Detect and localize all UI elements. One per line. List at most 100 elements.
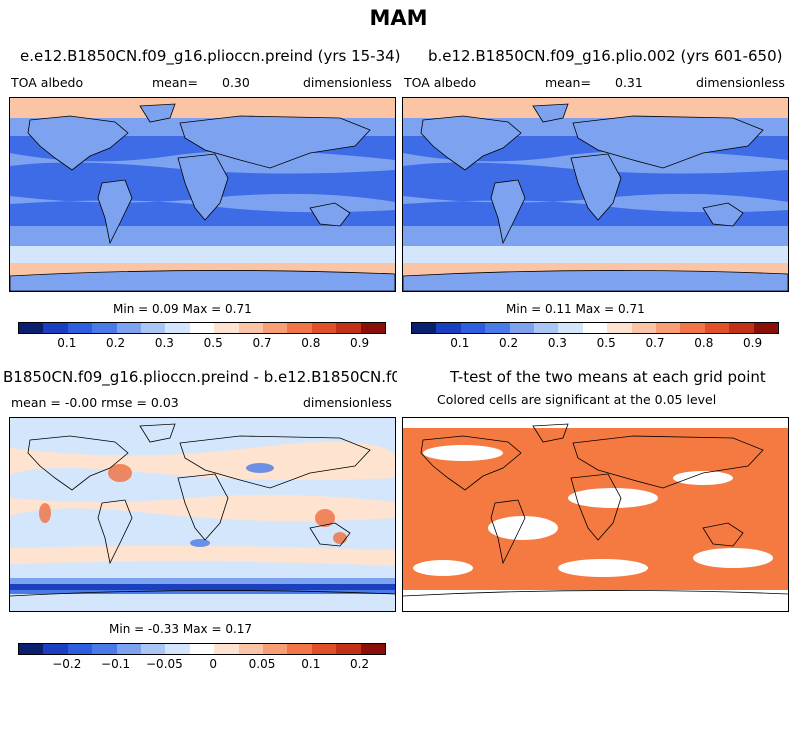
panel1-variable: TOA albedo [11, 75, 84, 90]
panel3-map-svg [10, 418, 395, 611]
colorbar-swatch [656, 323, 681, 333]
panel3-units: dimensionless [303, 395, 392, 410]
colorbar-swatch [311, 323, 337, 333]
colorbar-swatch [631, 323, 657, 333]
colorbar-swatch [43, 323, 68, 333]
colorbar-swatch [214, 323, 239, 333]
colorbar-swatch [116, 323, 142, 333]
colorbar-swatch [582, 323, 608, 333]
panel4-map [402, 417, 789, 612]
panel1-map [9, 97, 396, 292]
colorbar-swatch [460, 323, 486, 333]
colorbar-swatch [263, 323, 288, 333]
colorbar-swatch [67, 323, 93, 333]
panel2-colorbar-ticks: 0.1 0.2 0.3 0.5 0.7 0.8 0.9 [411, 334, 777, 350]
colorbar-swatch [558, 323, 583, 333]
colorbar-swatch [165, 644, 190, 654]
colorbar-swatch [607, 323, 632, 333]
colorbar-tick-label: 0.8 [301, 336, 321, 350]
panel3-colorbar [18, 643, 386, 655]
colorbar-tick-label: −0.1 [101, 657, 131, 671]
colorbar-swatch [116, 644, 142, 654]
colorbar-swatch [336, 644, 361, 654]
colorbar-tick-label: 0.2 [499, 336, 519, 350]
panel3-minmax: Min = -0.33 Max = 0.17 [109, 622, 253, 636]
colorbar-tick-label: 0.9 [743, 336, 763, 350]
colorbar-tick-label: 0.7 [252, 336, 272, 350]
panel1-title: e.e12.B1850CN.f09_g16.plioccn.preind (yr… [20, 47, 401, 65]
figure-title: MAM [369, 6, 428, 30]
panel2-minmax: Min = 0.11 Max = 0.71 [506, 302, 645, 316]
colorbar-swatch [360, 323, 386, 333]
panel3-title: B1850CN.f09_g16.plioccn.preind - b.e12.B… [3, 368, 397, 386]
panel3-title-clip: B1850CN.f09_g16.plioccn.preind - b.e12.B… [0, 368, 397, 388]
colorbar-swatch [43, 644, 68, 654]
colorbar-tick-label: 0.1 [450, 336, 470, 350]
colorbar-swatch [534, 323, 559, 333]
panel2-map [402, 97, 789, 292]
panel2-mean-label: mean= [545, 75, 591, 90]
panel2-variable: TOA albedo [404, 75, 477, 90]
panel1-colorbar [18, 322, 386, 334]
colorbar-swatch [263, 644, 288, 654]
colorbar-swatch [287, 323, 312, 333]
colorbar-swatch [189, 323, 215, 333]
colorbar-tick-label: 0.9 [350, 336, 370, 350]
panel1-map-svg [10, 98, 395, 291]
panel1-mean-value: 0.30 [222, 75, 250, 90]
colorbar-swatch [287, 644, 312, 654]
panel2-colorbar [411, 322, 779, 334]
colorbar-tick-label: 0.8 [694, 336, 714, 350]
panel1-minmax: Min = 0.09 Max = 0.71 [113, 302, 252, 316]
panel2-map-svg [403, 98, 788, 291]
colorbar-tick-label: 0.1 [301, 657, 321, 671]
colorbar-swatch [412, 323, 437, 333]
panel4-map-svg [403, 418, 788, 611]
colorbar-tick-label: 0.5 [203, 336, 223, 350]
colorbar-tick-label: 0.1 [57, 336, 77, 350]
panel2-mean-value: 0.31 [615, 75, 643, 90]
colorbar-tick-label: 0.5 [596, 336, 616, 350]
colorbar-swatch [165, 323, 190, 333]
panel4-subtitle: Colored cells are significant at the 0.0… [437, 392, 717, 407]
panel4-title: T-test of the two means at each grid poi… [450, 368, 766, 386]
colorbar-swatch [19, 644, 44, 654]
colorbar-tick-label: 0.2 [350, 657, 370, 671]
colorbar-swatch [311, 644, 337, 654]
colorbar-swatch [141, 323, 166, 333]
colorbar-swatch [753, 323, 779, 333]
panel1-units: dimensionless [303, 75, 392, 90]
colorbar-tick-label: −0.2 [52, 657, 82, 671]
colorbar-swatch [680, 323, 705, 333]
colorbar-swatch [214, 644, 239, 654]
colorbar-swatch [189, 644, 215, 654]
colorbar-tick-label: 0 [209, 657, 218, 671]
colorbar-swatch [141, 644, 166, 654]
colorbar-swatch [238, 323, 264, 333]
colorbar-tick-label: 0.7 [645, 336, 665, 350]
colorbar-swatch [92, 323, 117, 333]
colorbar-tick-label: 0.05 [248, 657, 276, 671]
colorbar-swatch [485, 323, 510, 333]
colorbar-tick-label: 0.3 [547, 336, 567, 350]
colorbar-swatch [336, 323, 361, 333]
colorbar-swatch [729, 323, 754, 333]
colorbar-swatch [238, 644, 264, 654]
colorbar-swatch [19, 323, 44, 333]
colorbar-tick-label: 0.2 [106, 336, 126, 350]
colorbar-swatch [92, 644, 117, 654]
colorbar-swatch [509, 323, 535, 333]
colorbar-swatch [67, 644, 93, 654]
panel1-mean-label: mean= [152, 75, 198, 90]
colorbar-tick-label: −0.05 [146, 657, 183, 671]
panel2-units: dimensionless [696, 75, 785, 90]
colorbar-swatch [360, 644, 386, 654]
colorbar-swatch [436, 323, 461, 333]
colorbar-tick-label: 0.3 [154, 336, 174, 350]
panel3-map [9, 417, 396, 612]
colorbar-swatch [704, 323, 730, 333]
panel3-stats: mean = -0.00 rmse = 0.03 [11, 395, 179, 410]
panel3-colorbar-ticks: −0.2 −0.1 −0.05 0 0.05 0.1 0.2 [18, 655, 384, 671]
panel2-title: b.e12.B1850CN.f09_g16.plio.002 (yrs 601-… [428, 47, 783, 65]
panel1-colorbar-ticks: 0.1 0.2 0.3 0.5 0.7 0.8 0.9 [18, 334, 384, 350]
